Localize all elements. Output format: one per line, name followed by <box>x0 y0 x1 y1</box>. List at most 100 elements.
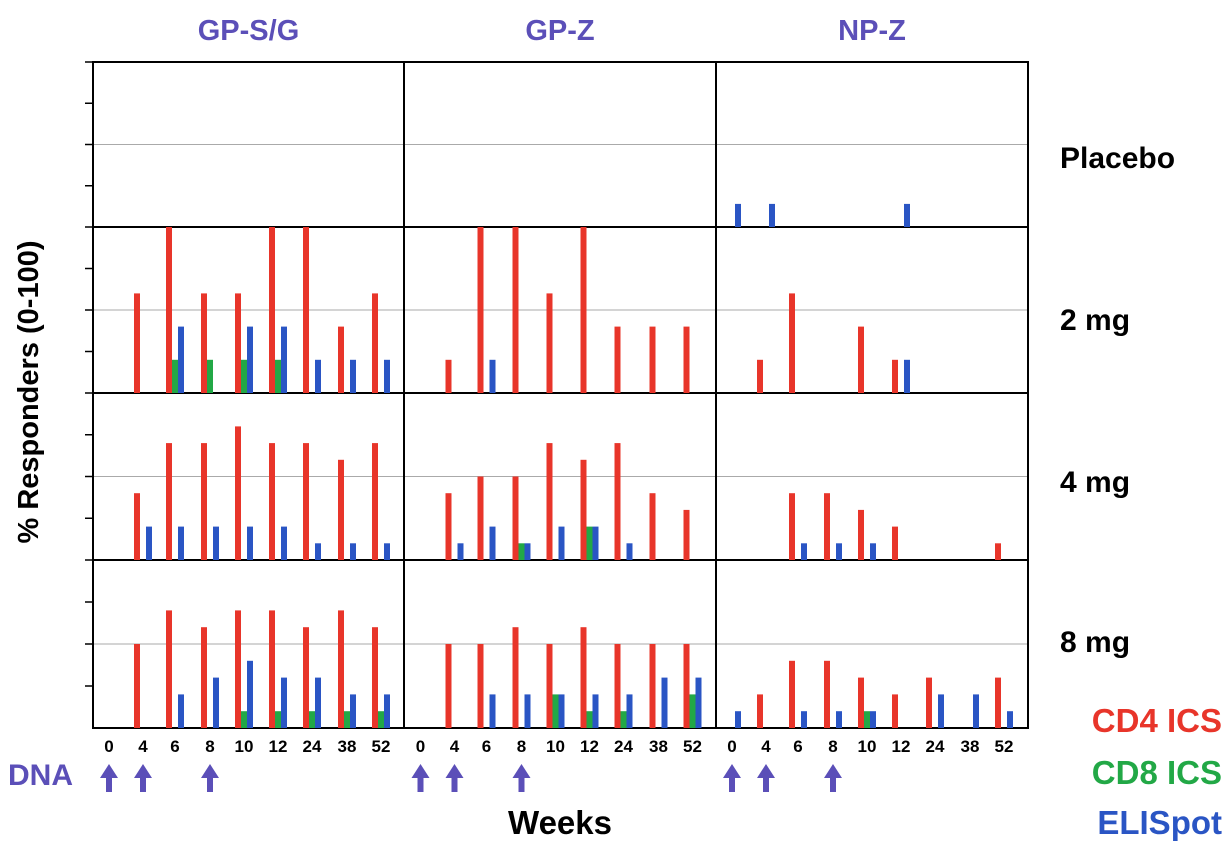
bar-elispot <box>178 526 184 560</box>
dna-arrow-icon <box>757 764 775 792</box>
week-tick-label: 4 <box>138 737 148 756</box>
bar-elispot <box>350 359 356 393</box>
bar-cd4 <box>926 677 932 728</box>
dna-arrow-icon <box>445 764 464 792</box>
bar-cd8 <box>552 694 559 728</box>
bar-elispot <box>836 543 842 560</box>
bar-cd8 <box>518 543 525 560</box>
bar-elispot <box>592 526 599 560</box>
bar-cd4 <box>372 627 378 728</box>
legend-elispot: ELISpot <box>1097 804 1222 841</box>
bar-cd8 <box>309 711 315 728</box>
bar-elispot <box>735 711 741 728</box>
bar-cd4 <box>824 660 830 728</box>
week-tick-label: 8 <box>828 737 837 756</box>
bar-cd4 <box>649 493 656 560</box>
bar-elispot <box>769 203 775 227</box>
bar-cd4 <box>235 610 241 728</box>
week-tick-label: 38 <box>338 737 357 756</box>
row-label: 8 mg <box>1060 626 1130 659</box>
bar-elispot <box>870 711 876 728</box>
week-tick-label: 52 <box>372 737 391 756</box>
bar-elispot <box>178 694 184 728</box>
legend-cd4-ics: CD4 ICS <box>1092 702 1222 739</box>
dna-arrow-icon <box>824 764 842 792</box>
bar-cd4 <box>269 227 275 393</box>
column-title: NP-Z <box>838 15 906 47</box>
week-tick-label: 38 <box>961 737 980 756</box>
bar-cd4 <box>303 443 309 560</box>
bar-elispot <box>836 711 842 728</box>
bar-cd8 <box>620 711 627 728</box>
dna-arrow-icon <box>100 764 118 792</box>
bar-cd4 <box>683 644 690 728</box>
bar-cd4 <box>235 293 241 393</box>
bar-cd4 <box>892 526 898 560</box>
bar-cd4 <box>269 610 275 728</box>
week-tick-label: 0 <box>416 737 425 756</box>
bar-elispot <box>350 694 356 728</box>
y-axis-label: % Responders (0-100) <box>13 241 45 544</box>
bar-elispot <box>592 694 599 728</box>
bar-cd4 <box>683 509 690 560</box>
bar-cd8 <box>241 359 247 393</box>
bar-elispot <box>384 543 390 560</box>
bar-cd4 <box>338 610 344 728</box>
bar-elispot <box>904 203 910 227</box>
bar-cd4 <box>166 610 172 728</box>
week-tick-label: 24 <box>614 737 633 756</box>
row-label: Placebo <box>1060 142 1175 175</box>
bar-elispot <box>870 543 876 560</box>
bar-elispot <box>146 526 152 560</box>
bar-cd4 <box>477 227 484 393</box>
bar-cd4 <box>338 326 344 393</box>
bar-elispot <box>801 543 807 560</box>
bar-cd4 <box>858 677 864 728</box>
bar-elispot <box>213 677 219 728</box>
week-tick-label: 12 <box>580 737 599 756</box>
bar-cd4 <box>649 644 656 728</box>
bar-cd4 <box>201 443 207 560</box>
bar-cd4 <box>546 644 553 728</box>
bar-cd4 <box>445 359 452 393</box>
bar-cd4 <box>683 326 690 393</box>
week-tick-label: 12 <box>892 737 911 756</box>
bar-elispot <box>1007 711 1013 728</box>
bar-cd4 <box>166 227 172 393</box>
labels: % Responders (0-100) Weeks DNA GP-S/G GP-… <box>8 15 1222 841</box>
grid-frame <box>85 61 1029 729</box>
bar-cd4 <box>757 359 763 393</box>
week-tick-label: 10 <box>546 737 565 756</box>
bar-cd4 <box>824 493 830 560</box>
bar-cd4 <box>649 326 656 393</box>
bar-cd4 <box>858 326 864 393</box>
bar-cd4 <box>546 443 553 560</box>
bar-elispot <box>489 526 496 560</box>
dna-arrow-icon <box>411 764 430 792</box>
bar-cd8 <box>344 711 350 728</box>
bar-cd4 <box>995 677 1001 728</box>
bar-cd8 <box>864 711 870 728</box>
bar-cd4 <box>134 644 140 728</box>
bar-elispot <box>801 711 807 728</box>
bar-elispot <box>735 203 741 227</box>
bar-elispot <box>489 694 496 728</box>
week-tick-label: 8 <box>517 737 526 756</box>
bar-cd4 <box>858 509 864 560</box>
bar-elispot <box>489 359 496 393</box>
legend-cd8-ics: CD8 ICS <box>1092 754 1222 791</box>
bar-cd4 <box>338 459 344 560</box>
bar-cd4 <box>614 443 621 560</box>
bar-cd4 <box>134 493 140 560</box>
bar-cd8 <box>172 359 178 393</box>
bar-cd4 <box>580 227 587 393</box>
bar-elispot <box>247 326 253 393</box>
bar-cd4 <box>134 293 140 393</box>
week-tick-label: 24 <box>303 737 322 756</box>
dna-arrow-icon <box>723 764 741 792</box>
bar-elispot <box>661 677 668 728</box>
bars <box>134 203 1013 728</box>
bar-elispot <box>524 694 531 728</box>
column-title: GP-Z <box>525 15 594 47</box>
